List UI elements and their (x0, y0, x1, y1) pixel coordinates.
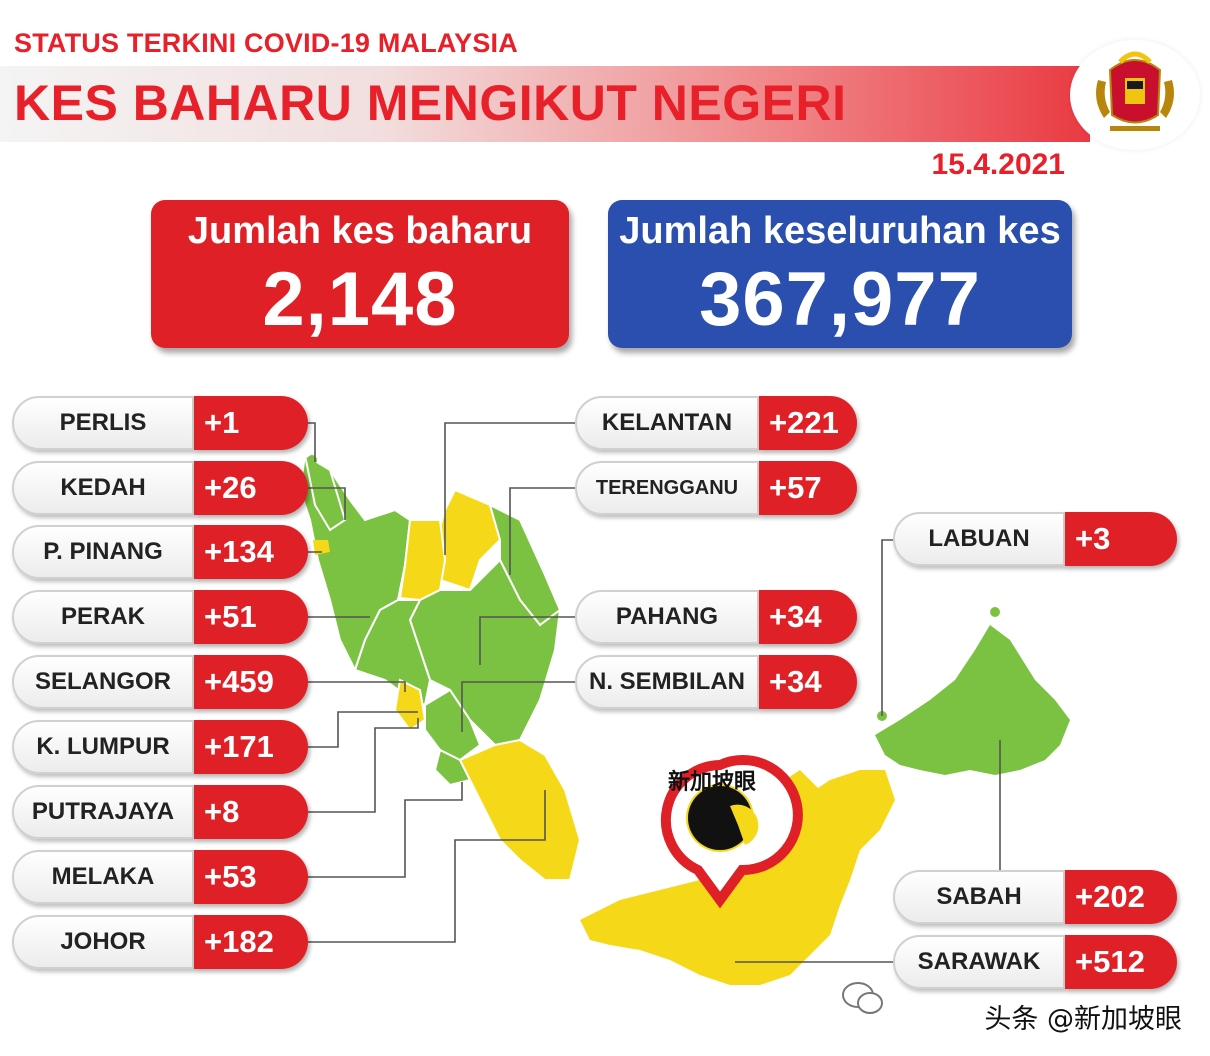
state-value: +221 (759, 396, 857, 450)
state-value: +182 (194, 915, 308, 969)
government-crest-logo (1070, 40, 1200, 150)
state-value: +512 (1065, 935, 1177, 989)
state-name: KEDAH (12, 461, 194, 515)
state-value: +8 (194, 785, 308, 839)
map-region-melaka (433, 748, 472, 787)
new-cases-label: Jumlah kes baharu (187, 210, 533, 252)
state-name: PAHANG (575, 590, 759, 644)
state-name: SABAH (893, 870, 1065, 924)
state-value: +57 (759, 461, 857, 515)
state-name: KELANTAN (575, 396, 759, 450)
report-date: 15.4.2021 (931, 148, 1065, 181)
total-cases-box: Jumlah keseluruhan kes 367,977 (608, 200, 1072, 348)
state-value: +51 (194, 590, 308, 644)
total-cases-value: 367,977 (699, 257, 981, 342)
state-name: JOHOR (12, 915, 194, 969)
watermark-text: 头条 @新加坡眼 (984, 1004, 1182, 1035)
map-region-sabah (875, 625, 1070, 775)
total-cases-label: Jumlah keseluruhan kes (619, 210, 1061, 252)
subtitle: STATUS TERKINI COVID-19 MALAYSIA (14, 28, 518, 58)
state-name: P. PINANG (12, 525, 194, 579)
state-value: +459 (194, 655, 308, 709)
state-name: K. LUMPUR (12, 720, 194, 774)
state-value: +53 (194, 850, 308, 904)
page-title: KES BAHARU MENGIKUT NEGERI (14, 75, 847, 131)
state-name: MELAKA (12, 850, 194, 904)
state-value: +26 (194, 461, 308, 515)
wechat-icon (842, 982, 883, 1014)
state-value: +202 (1065, 870, 1177, 924)
state-name: SELANGOR (12, 655, 194, 709)
new-cases-value: 2,148 (262, 257, 458, 342)
state-name: PERLIS (12, 396, 194, 450)
state-value: +134 (194, 525, 308, 579)
map-region-nsembilan (424, 688, 482, 762)
title-banner (0, 66, 1090, 142)
state-value: +1 (194, 396, 308, 450)
malaysia-map (296, 422, 1070, 985)
state-name: N. SEMBILAN (575, 655, 759, 709)
badge-text: 新加坡眼 (668, 770, 757, 795)
map-region-johor (458, 738, 582, 881)
new-cases-box: Jumlah kes baharu 2,148 (151, 200, 569, 348)
state-value: +171 (194, 720, 308, 774)
state-value: +34 (759, 655, 857, 709)
state-name: SARAWAK (893, 935, 1065, 989)
map-region-kedah (303, 452, 347, 532)
state-name: TERENGGANU (575, 461, 759, 515)
state-name: LABUAN (893, 512, 1065, 566)
badge-pin-icon (660, 755, 803, 909)
state-value: +3 (1065, 512, 1177, 566)
state-value: +34 (759, 590, 857, 644)
state-name: PUTRAJAYA (12, 785, 194, 839)
state-name: PERAK (12, 590, 194, 644)
